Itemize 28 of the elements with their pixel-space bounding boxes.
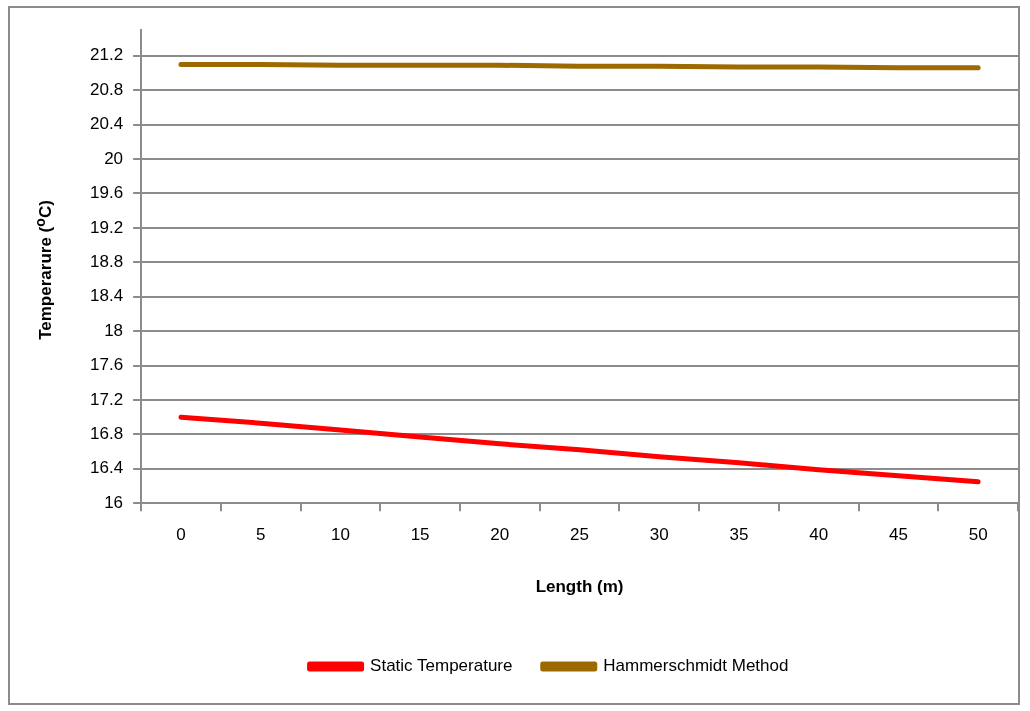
y-tick-label: 16.4 <box>89 458 124 478</box>
x-tick-label: 40 <box>809 525 829 545</box>
y-tick-label: 16.8 <box>89 424 124 444</box>
x-tick-label: 5 <box>255 525 266 545</box>
y-tick-label: 20.8 <box>89 79 124 99</box>
x-tick-label: 15 <box>410 525 430 545</box>
y-tick-label: 19.6 <box>89 183 124 203</box>
y-tick-label: 18 <box>104 320 124 340</box>
legend-label: Static Temperature <box>370 656 513 676</box>
x-axis-title: Length (m) <box>535 577 624 597</box>
x-tick-label: 25 <box>570 525 589 545</box>
x-tick-label: 0 <box>176 525 186 545</box>
y-tick-label: 16 <box>104 492 124 512</box>
y-tick-label: 18.8 <box>89 251 124 271</box>
x-tick-label: 35 <box>729 525 749 545</box>
y-tick-label: 17.6 <box>89 355 124 375</box>
y-tick-label: 19.2 <box>89 217 124 237</box>
y-tick-label: 21.2 <box>89 45 124 65</box>
x-tick-label: 50 <box>968 525 988 545</box>
y-tick-label: 17.2 <box>89 389 124 409</box>
x-tick-label: 10 <box>330 525 350 545</box>
x-tick-label: 30 <box>649 525 669 545</box>
y-tick-label: 20.4 <box>89 114 124 134</box>
x-tick-label: 20 <box>490 525 510 545</box>
y-tick-label: 20 <box>104 148 124 168</box>
y-tick-label: 18.4 <box>89 286 124 306</box>
legend-label: Hammerschmidt Method <box>603 656 789 676</box>
x-tick-label: 45 <box>888 525 908 545</box>
